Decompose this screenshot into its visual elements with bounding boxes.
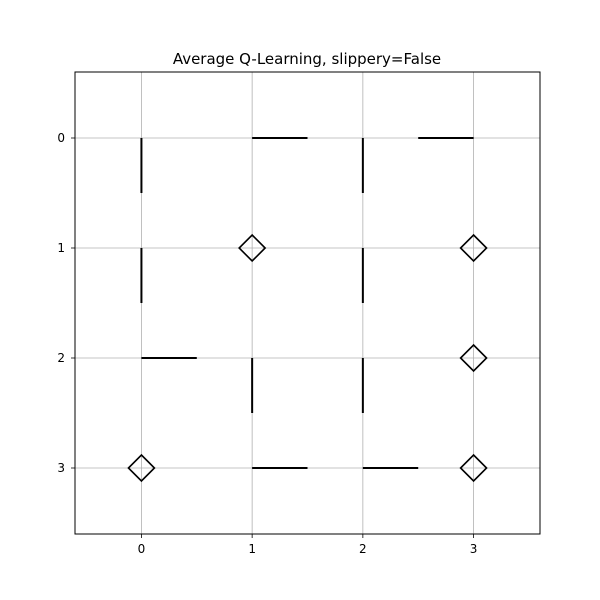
- diamond-marker-2-3: [459, 343, 488, 373]
- diamond-marker-1-1: [238, 233, 267, 263]
- x-tick-label-2: 2: [359, 542, 367, 556]
- diamond-marker-1-3: [459, 233, 488, 263]
- diamond-marker-3-0: [127, 453, 156, 483]
- y-tick-label-1: 1: [57, 241, 65, 255]
- x-tick-label-0: 0: [138, 542, 146, 556]
- y-tick-label-0: 0: [57, 131, 65, 145]
- x-tick-label-3: 3: [470, 542, 478, 556]
- diamond-marker-3-3: [459, 453, 488, 483]
- plot-frame: [74, 71, 541, 535]
- plot-marks: [127, 137, 488, 483]
- chart-title: Average Q-Learning, slippery=False: [173, 50, 441, 68]
- y-tick-label-2: 2: [57, 351, 65, 365]
- y-tick-label-3: 3: [57, 461, 65, 475]
- x-tick-label-1: 1: [248, 542, 256, 556]
- axis-ticks: 0 1 2 3 0 1 2 3: [57, 131, 477, 556]
